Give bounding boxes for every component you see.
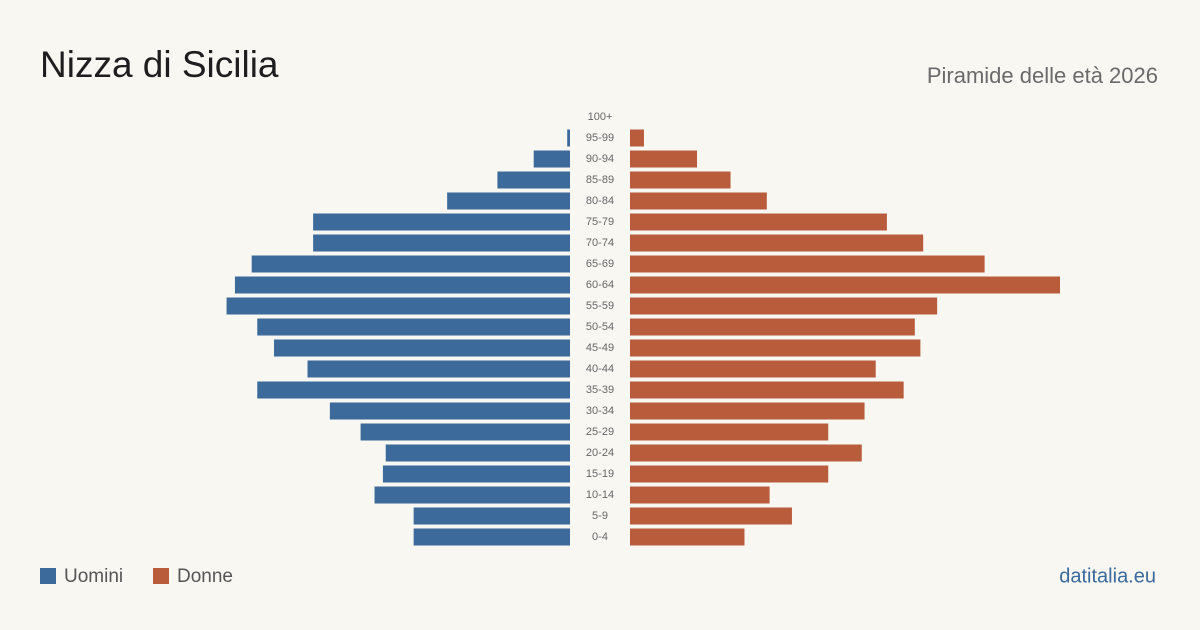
bar [630, 171, 731, 189]
bar [385, 444, 570, 462]
bar [497, 171, 570, 189]
bar [630, 129, 644, 147]
bar [307, 360, 570, 378]
bar [630, 486, 770, 504]
age-label: 20-24 [586, 447, 614, 459]
bar [274, 339, 570, 357]
bar [630, 444, 862, 462]
bar [413, 507, 570, 525]
bar [630, 423, 829, 441]
age-label: 40-44 [586, 363, 614, 375]
chart-title: Nizza di Sicilia [40, 44, 279, 85]
bar [447, 192, 570, 210]
legend-swatch [153, 568, 169, 584]
bar [360, 423, 570, 441]
bar [630, 339, 921, 357]
bar [630, 234, 924, 252]
bar [234, 276, 570, 294]
age-label: 0-4 [592, 531, 608, 543]
bar [630, 507, 792, 525]
bar [630, 255, 985, 273]
bar [382, 465, 570, 483]
source: datitalia.eu [1059, 565, 1156, 587]
age-label: 75-79 [586, 216, 614, 228]
bar [313, 234, 570, 252]
bar [630, 192, 767, 210]
age-label: 65-69 [586, 258, 614, 270]
bar [329, 402, 570, 420]
age-label: 35-39 [586, 384, 614, 396]
bar [257, 381, 570, 399]
age-label: 10-14 [586, 489, 614, 501]
bar [630, 150, 698, 168]
legend-label: Uomini [64, 566, 123, 587]
bar [630, 381, 904, 399]
bar [630, 297, 938, 315]
age-label: 45-49 [586, 342, 614, 354]
age-label: 5-9 [592, 510, 608, 522]
bar [413, 528, 570, 546]
age-label: 80-84 [586, 195, 614, 207]
bar [257, 318, 570, 336]
bar [630, 402, 865, 420]
bar [630, 276, 1060, 294]
legend-label: Donne [177, 566, 233, 587]
bar [533, 150, 570, 168]
age-label: 95-99 [586, 132, 614, 144]
bar [630, 528, 745, 546]
chart-subtitle: Piramide delle età 2026 [927, 63, 1158, 88]
age-label: 60-64 [586, 279, 614, 291]
bar [374, 486, 570, 504]
bar [226, 297, 570, 315]
age-label: 50-54 [586, 321, 614, 333]
age-label: 85-89 [586, 174, 614, 186]
bar [313, 213, 570, 231]
bar [630, 213, 887, 231]
legend-swatch [40, 568, 56, 584]
bar [567, 129, 570, 147]
age-label: 55-59 [586, 300, 614, 312]
age-label: 70-74 [586, 237, 614, 249]
age-label: 30-34 [586, 405, 614, 417]
age-label: 90-94 [586, 153, 614, 165]
bar [630, 318, 915, 336]
bar [630, 360, 876, 378]
age-label: 25-29 [586, 426, 614, 438]
age-label: 15-19 [586, 468, 614, 480]
bar [251, 255, 571, 273]
age-label: 100+ [588, 111, 613, 123]
bar [630, 465, 829, 483]
